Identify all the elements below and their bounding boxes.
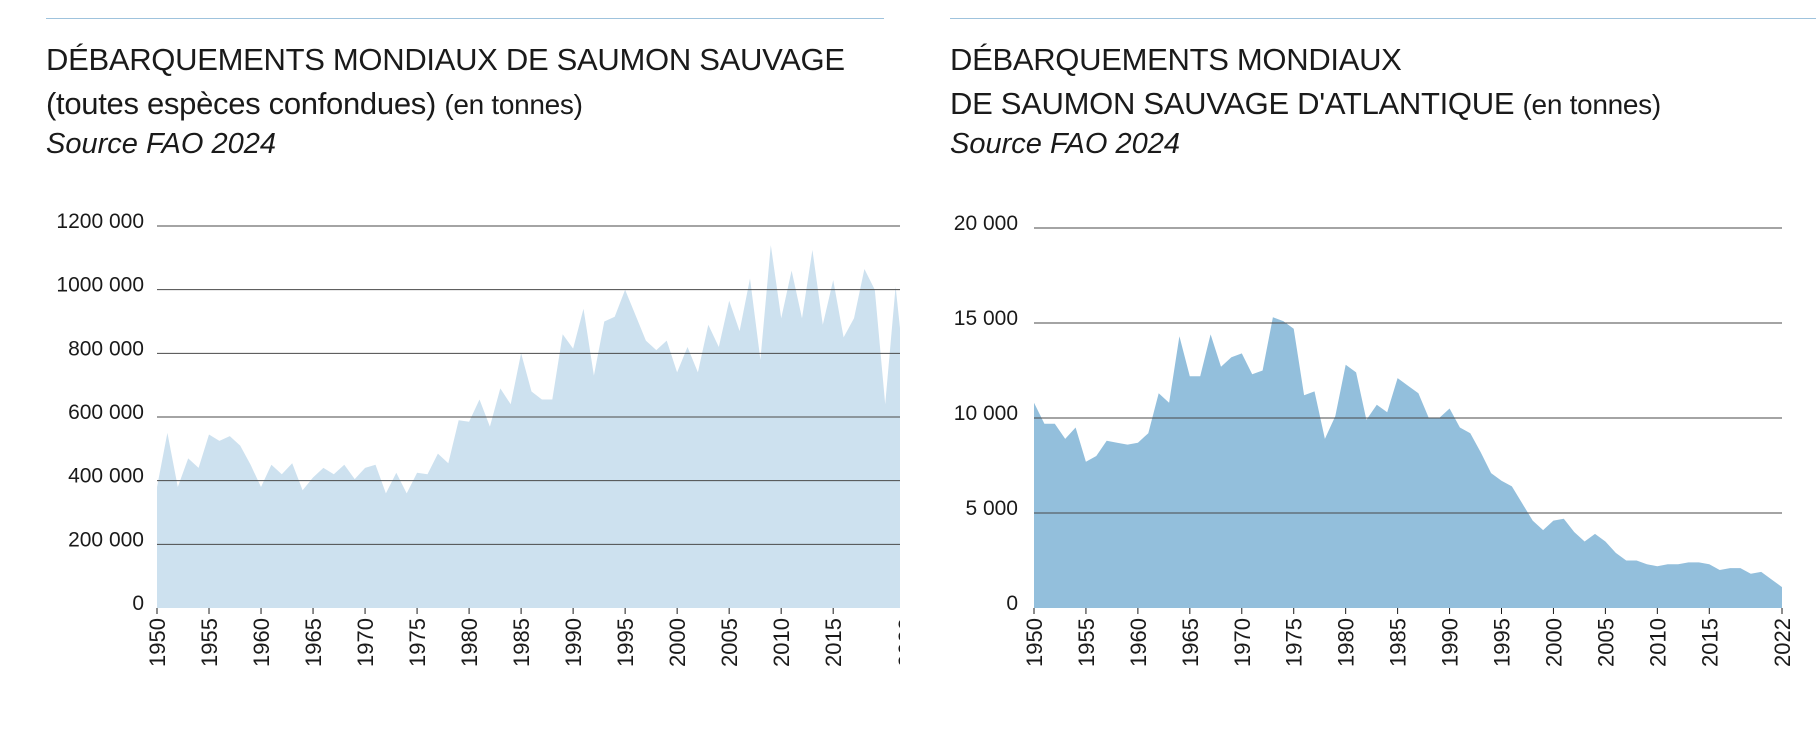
x-tick-label: 1990 — [1438, 618, 1463, 667]
x-tick-label: 1995 — [1490, 618, 1515, 667]
x-tick-label: 1995 — [613, 618, 638, 667]
x-tick-label: 2010 — [769, 618, 794, 667]
y-tick-label: 5 000 — [965, 497, 1018, 520]
x-tick-label: 2022 — [1770, 618, 1795, 667]
x-tick-label: 1965 — [1178, 618, 1203, 667]
chart-title-line2-wrap: DE SAUMON SAUVAGE D'ATLANTIQUE (en tonne… — [950, 82, 1661, 127]
top-rule — [950, 18, 1816, 19]
x-tick-label: 1975 — [1282, 618, 1307, 667]
x-tick-label: 1985 — [509, 618, 534, 667]
x-tick-label: 1970 — [353, 618, 378, 667]
x-tick-label: 1955 — [1074, 618, 1099, 667]
y-tick-label: 0 — [132, 592, 144, 615]
x-tick-label: 2015 — [821, 618, 846, 667]
x-tick-label: 2022 — [894, 618, 900, 667]
chart-source: Source FAO 2024 — [46, 128, 276, 160]
x-tick-label: 2000 — [1541, 618, 1566, 667]
x-tick-label: 1955 — [197, 618, 222, 667]
chart-title-line2-wrap: (toutes espèces confondues) (en tonnes) — [46, 82, 845, 127]
y-tick-label: 1200 000 — [56, 210, 144, 233]
x-tick-label: 1975 — [405, 618, 430, 667]
series-area — [1034, 317, 1782, 608]
y-tick-label: 15 000 — [954, 307, 1018, 330]
y-tick-label: 20 000 — [954, 212, 1018, 235]
chart-title-line2: DE SAUMON SAUVAGE D'ATLANTIQUE — [950, 86, 1515, 121]
x-tick-label: 1985 — [1386, 618, 1411, 667]
x-tick-label: 1960 — [249, 618, 274, 667]
y-tick-label: 600 000 — [68, 401, 144, 424]
chart-title: DÉBARQUEMENTS MONDIAUX DE SAUMON SAUVAGE… — [46, 38, 845, 127]
y-tick-label: 200 000 — [68, 528, 144, 551]
y-tick-label: 800 000 — [68, 337, 144, 360]
series-area — [157, 245, 900, 608]
x-tick-label: 2005 — [717, 618, 742, 667]
x-tick-label: 1965 — [301, 618, 326, 667]
y-tick-label: 0 — [1006, 592, 1018, 615]
x-tick-label: 1960 — [1126, 618, 1151, 667]
x-tick-label: 1970 — [1230, 618, 1255, 667]
chart-title: DÉBARQUEMENTS MONDIAUX DE SAUMON SAUVAGE… — [950, 38, 1661, 127]
chart-source: Source FAO 2024 — [950, 128, 1180, 160]
x-tick-label: 1980 — [457, 618, 482, 667]
chart-title-line1: DÉBARQUEMENTS MONDIAUX DE SAUMON SAUVAGE — [46, 42, 845, 77]
chart-area-all-species: 0 200 000 400 000 600 000 800 000 1000 000 120… — [56, 210, 900, 667]
chart-title-line1: DÉBARQUEMENTS MONDIAUX — [950, 42, 1402, 77]
x-tick-label: 2005 — [1593, 618, 1618, 667]
x-tick-label: 2015 — [1697, 618, 1722, 667]
y-tick-label: 1000 000 — [56, 274, 144, 297]
chart-title-line2: (toutes espèces confondues) — [46, 86, 436, 121]
top-rule — [46, 18, 884, 19]
chart-unit: (en tonnes) — [1522, 89, 1662, 120]
x-tick-label: 1950 — [145, 618, 170, 667]
x-tick-label: 1990 — [561, 618, 586, 667]
y-tick-label: 10 000 — [954, 402, 1018, 425]
x-tick-label: 2010 — [1645, 618, 1670, 667]
x-tick-label: 2000 — [665, 618, 690, 667]
chart-area-atlantic: 0 5 000 10 000 15 000 20 000 1950 1955 1960 1965… — [954, 212, 1795, 667]
x-tick-label: 1980 — [1334, 618, 1359, 667]
x-tick-label: 1950 — [1022, 618, 1047, 667]
chart-unit: (en tonnes) — [444, 89, 583, 120]
y-tick-label: 400 000 — [68, 465, 144, 488]
